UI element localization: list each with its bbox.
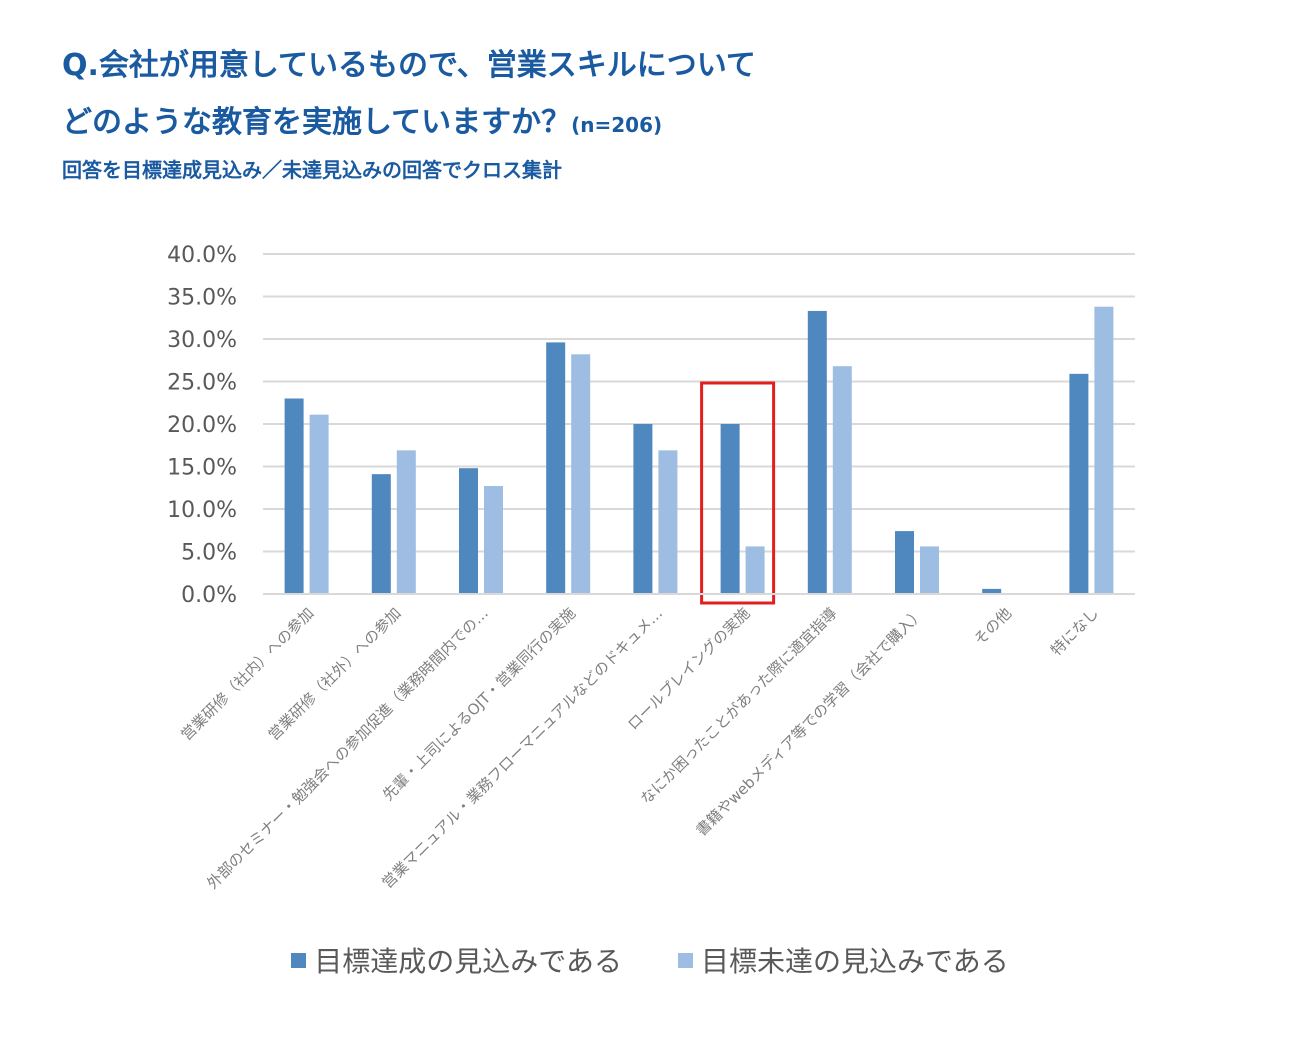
bar-series1 <box>284 398 304 594</box>
legend-label-series2: 目標未達の見込みである <box>701 945 1009 978</box>
y-tick-label: 20.0% <box>167 413 237 438</box>
chart-subtitle: 回答を目標達成見込み／未達見込みの回答でクロス集計 <box>62 158 562 182</box>
bar-series1 <box>807 310 827 594</box>
y-tick-label: 10.0% <box>167 498 237 523</box>
legend-label-series1: 目標達成の見込みである <box>314 945 622 978</box>
y-tick-label: 0.0% <box>181 583 237 608</box>
legend-item-series1: 目標達成の見込みである <box>291 940 622 980</box>
bar-series2 <box>396 450 416 594</box>
x-tick-label: 特になし <box>1047 604 1102 659</box>
y-tick-label: 25.0% <box>167 371 237 396</box>
chart-title-line1: Q.会社が用意しているもので、営業スキルについて <box>62 48 756 83</box>
y-tick-label: 40.0% <box>167 243 237 268</box>
x-tick-label: なにか困ったことがあった際に適宜指導 <box>637 604 841 808</box>
bar-series2 <box>920 546 939 594</box>
bar-series1 <box>895 531 914 594</box>
bar-series2 <box>832 366 852 594</box>
bar-series2 <box>484 486 503 594</box>
sample-size: (n=206) <box>571 113 663 137</box>
y-tick-label: 15.0% <box>167 456 237 481</box>
y-tick-label: 5.0% <box>181 541 237 566</box>
x-tick-label: 先輩・上司によるOJT・営業同行の実施 <box>379 604 579 804</box>
bar-series1 <box>633 424 653 594</box>
y-tick-label: 30.0% <box>167 328 237 353</box>
bar-series1 <box>1069 373 1089 594</box>
bar-series1 <box>720 424 740 594</box>
bar-series1 <box>546 342 566 594</box>
legend-swatch-series2 <box>678 952 693 968</box>
chart-title-line2: どのような教育を実施していますか？(n=206) <box>62 97 662 141</box>
bar-series2 <box>1094 306 1114 594</box>
chart-title-text: どのような教育を実施していますか？ <box>62 105 572 140</box>
bar-series1 <box>459 468 478 594</box>
bar-chart: 0.0% 5.0% 10.0% 15.0% 20.0% 25.0% 30.0% 35.0% 40… <box>167 243 1135 893</box>
y-tick-label: 35.0% <box>167 286 237 311</box>
bar-series2 <box>571 354 591 594</box>
highlight-box <box>700 381 776 605</box>
x-tick-label: その他 <box>970 604 1015 649</box>
bar-series1 <box>371 474 391 594</box>
bar-series2 <box>309 414 329 594</box>
legend-item-series2: 目標未達の見込みである <box>678 940 1009 980</box>
legend: 目標達成の見込みである 目標未達の見込みである <box>0 940 1300 980</box>
bar-series1 <box>982 588 1002 594</box>
legend-swatch-series1 <box>291 952 307 968</box>
bar-series2 <box>745 546 765 594</box>
bar-series2 <box>658 450 678 594</box>
